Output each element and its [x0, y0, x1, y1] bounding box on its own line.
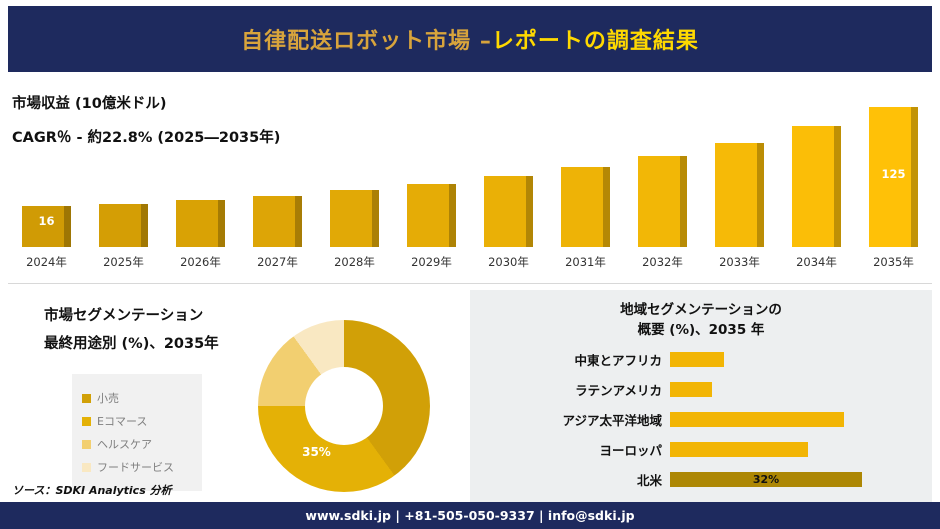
- axis-tick-label: 2026年: [180, 255, 221, 269]
- region-bar: 32%: [670, 471, 862, 487]
- revenue-bar-slot: 2029年: [393, 78, 470, 283]
- segmentation-title-line2: 最終用途別 (%)、2035年: [44, 336, 219, 352]
- axis-tick-label: 2030年: [488, 255, 529, 269]
- region-bar-row: 中東とアフリカ: [470, 344, 932, 374]
- legend-label: ヘルスケア: [97, 438, 152, 451]
- axis-tick-label: 2024年: [26, 255, 67, 269]
- axis-tick-label: 2025年: [103, 255, 144, 269]
- region-label: ラテンアメリカ: [575, 382, 662, 398]
- axis-tick-label: 2028年: [334, 255, 375, 269]
- axis-tick-label: 2027年: [257, 255, 298, 269]
- axis-tick-label: 2031年: [565, 255, 606, 269]
- legend-item: Eコマース: [82, 413, 192, 429]
- report-header: 自律配送ロボット市場 – レポートの調査結果: [8, 6, 932, 72]
- page-title-part1: 自律配送ロボット市場 –: [241, 29, 492, 54]
- revenue-bar: [715, 143, 764, 247]
- footer-contact: www.sdki.jp | +81-505-050-9337 | info@sd…: [0, 502, 940, 529]
- page-title-part2: レポートの調査結果: [491, 29, 699, 54]
- revenue-chart-cagr: CAGR％ - 約22.8% (2025―2035年): [12, 130, 281, 146]
- enduse-segmentation-panel: 市場セグメンテーション 最終用途別 (%)、2035年 小売 Eコマースヘルスケア…: [8, 290, 464, 502]
- region-bar-row: 北米 32%: [470, 464, 932, 494]
- revenue-bar-slot: 16 2024年: [8, 78, 85, 283]
- revenue-bar: [253, 196, 302, 247]
- revenue-bar-slot: 125 2035年: [855, 78, 932, 283]
- revenue-bar-slot: 2027年: [239, 78, 316, 283]
- revenue-bar: [176, 200, 225, 247]
- region-label: 中東とアフリカ: [574, 352, 662, 368]
- revenue-bar-slot: 2026年: [162, 78, 239, 283]
- legend-swatch: [82, 462, 91, 472]
- donut-slice-label: 35%: [302, 445, 331, 460]
- revenue-bar: [484, 176, 533, 247]
- region-bar-row: アジア太平洋地域: [470, 404, 932, 434]
- revenue-bar-slot: 2025年: [85, 78, 162, 283]
- enduse-donut-chart: 35%: [258, 320, 430, 492]
- revenue-bar-slot: 2033年: [701, 78, 778, 283]
- region-label: アジア太平洋地域: [562, 412, 662, 428]
- revenue-bar: [407, 184, 456, 247]
- revenue-chart-title: 市場収益 (10億米ドル): [12, 96, 167, 112]
- region-bar-row: ラテンアメリカ: [470, 374, 932, 404]
- axis-tick-label: 2029年: [411, 255, 452, 269]
- region-bar: [670, 411, 844, 427]
- region-bar: [670, 441, 808, 457]
- region-bar-value-label: 32%: [752, 472, 780, 486]
- segmentation-title-line1: 市場セグメンテーション: [44, 308, 204, 324]
- revenue-bar-slot: 2034年: [778, 78, 855, 283]
- axis-tick-label: 2035年: [873, 255, 914, 269]
- region-chart-title: 地域セグメンテーションの 概要 (%)、2035 年: [470, 290, 932, 341]
- region-title-line1: 地域セグメンテーションの: [620, 302, 782, 318]
- revenue-bar-slot: 2031年: [547, 78, 624, 283]
- legend-label: Eコマース: [97, 415, 148, 428]
- region-title-line2: 概要 (%)、2035 年: [637, 322, 765, 339]
- bar-value-label: 16: [38, 214, 55, 228]
- revenue-bar-slot: 2032年: [624, 78, 701, 283]
- legend-swatch: [82, 439, 91, 449]
- region-segmentation-panel: 地域セグメンテーションの 概要 (%)、2035 年 中東とアフリカ ラテンアメリ…: [470, 290, 932, 502]
- legend-item: ヘルスケア: [82, 436, 192, 452]
- revenue-bar: [792, 126, 841, 247]
- revenue-bar-slot: 2030年: [470, 78, 547, 283]
- legend-swatch: [82, 416, 91, 426]
- revenue-bar: [561, 167, 610, 247]
- legend-label: 小売: [97, 392, 119, 405]
- legend-swatch: [82, 393, 91, 403]
- region-label: ヨーロッパ: [599, 442, 662, 458]
- revenue-bar-slot: 2028年: [316, 78, 393, 283]
- region-bar-row: ヨーロッパ: [470, 434, 932, 464]
- region-bar-chart: 中東とアフリカ ラテンアメリカアジア太平洋地域ヨーロッパ北米 32%: [470, 344, 932, 494]
- revenue-bars: 16 2024年 2025年 2026年 2027年 2028年 2029年 2030年 203…: [8, 78, 932, 283]
- region-bar: [670, 381, 712, 397]
- axis-tick-label: 2033年: [719, 255, 760, 269]
- revenue-bar: [330, 190, 379, 247]
- revenue-bar: [638, 156, 687, 247]
- source-note: ソース：SDKI Analytics 分析: [12, 484, 172, 497]
- revenue-bar-chart: 16 2024年 2025年 2026年 2027年 2028年 2029年 2030年 203…: [8, 78, 932, 284]
- axis-tick-label: 2032年: [642, 255, 683, 269]
- legend-item: 小売: [82, 390, 192, 406]
- region-label: 北米: [636, 472, 662, 488]
- region-bar: [670, 351, 724, 367]
- revenue-bar: 125: [869, 107, 918, 247]
- axis-tick-label: 2034年: [796, 255, 837, 269]
- revenue-bar: [99, 204, 148, 247]
- revenue-bar: 16: [22, 206, 71, 247]
- donut-legend: 小売 Eコマースヘルスケアフードサービス: [72, 374, 202, 491]
- legend-label: フードサービス: [97, 461, 174, 474]
- donut-hole: [305, 367, 383, 445]
- bar-value-label: 125: [881, 167, 906, 181]
- legend-item: フードサービス: [82, 459, 192, 475]
